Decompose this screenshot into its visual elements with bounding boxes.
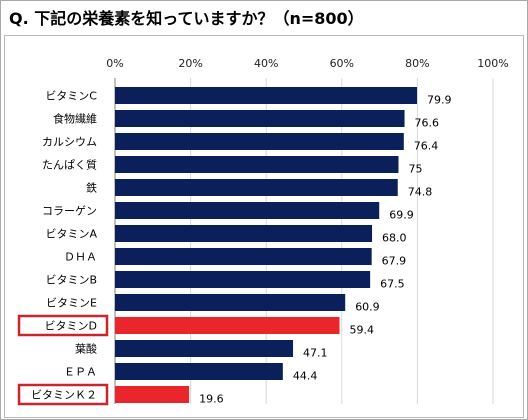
category-label: ビタミンE (46, 297, 97, 310)
bar (115, 340, 294, 357)
category-label: カルシウム (42, 136, 97, 149)
x-tick-label: 100% (477, 57, 508, 70)
bar (115, 317, 340, 334)
data-label: 74.8 (408, 186, 433, 199)
category-label: たんぱく質 (42, 158, 97, 172)
chart-title: Q. 下記の栄養素を知っていますか？（n=800） (9, 9, 364, 28)
x-tick-label: 0% (106, 57, 123, 70)
bar (115, 225, 373, 242)
highlight-box (17, 383, 109, 406)
category-label: ビタミンD (45, 320, 97, 333)
category-label: 鉄 (86, 181, 97, 195)
data-label: 67.9 (382, 255, 407, 268)
bar (115, 179, 398, 196)
data-label: 44.4 (293, 370, 318, 383)
data-label: 76.6 (415, 117, 440, 130)
data-label: 60.9 (355, 301, 380, 314)
data-label: 75 (409, 163, 423, 176)
category-label: ビタミンＫ２ (31, 389, 97, 402)
category-label: コラーゲン (42, 205, 97, 218)
category-label: 食物繊維 (53, 112, 97, 126)
bar (115, 248, 372, 265)
x-tick-label: 60% (330, 57, 354, 70)
bar (115, 386, 190, 403)
bar (115, 294, 346, 311)
data-label: 79.9 (427, 94, 452, 107)
data-label: 69.9 (389, 209, 414, 222)
plot-area-border (4, 35, 524, 418)
category-label: ビタミンB (45, 274, 97, 287)
bar (115, 133, 404, 150)
x-tick-label: 40% (254, 57, 278, 70)
bar (115, 87, 418, 104)
data-label: 67.5 (380, 278, 405, 291)
category-label: 葉酸 (75, 342, 97, 356)
data-label: 76.4 (414, 140, 439, 153)
data-label: 47.1 (303, 347, 328, 360)
category-label: ビタミンC (45, 90, 97, 103)
bar (115, 156, 399, 173)
bar (115, 110, 405, 127)
bar (115, 363, 283, 380)
data-label: 68.0 (382, 232, 407, 245)
category-label: ビタミンA (45, 228, 97, 241)
category-label: ＤＨＡ (64, 251, 97, 264)
bar (115, 202, 380, 219)
data-label: 59.4 (350, 324, 375, 337)
x-tick-label: 20% (178, 57, 202, 70)
category-label: ＥＰＡ (64, 366, 97, 379)
x-tick-label: 80% (405, 57, 429, 70)
bar (115, 271, 371, 288)
data-label: 19.6 (199, 393, 224, 406)
highlight-box (17, 314, 109, 337)
